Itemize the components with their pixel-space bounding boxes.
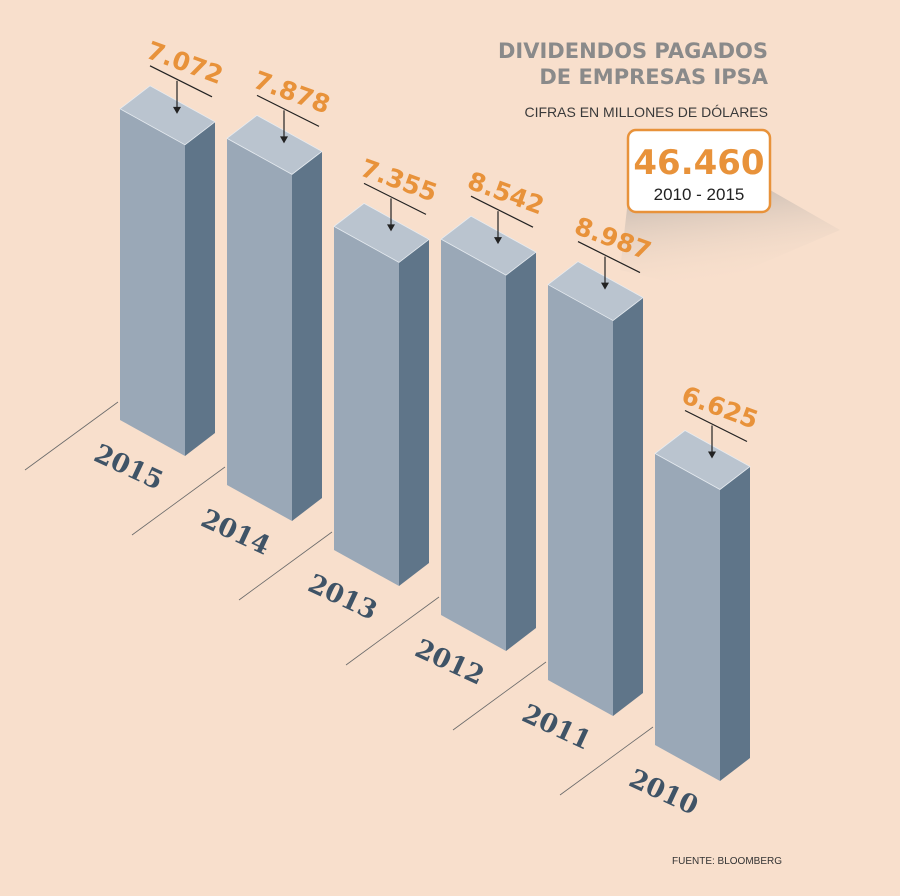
chart-title: DIVIDENDOS PAGADOS [498,39,768,63]
bar-front [120,108,185,456]
bar-side [613,297,643,716]
bar-front [334,226,399,586]
bar-top [547,261,644,322]
label-line [363,182,427,215]
label-line [149,65,213,98]
floor-line [238,531,333,601]
x-tick-label: 2013 [303,569,381,627]
arrow-head [601,282,609,290]
value-label: 7.355 [357,153,441,207]
chart-title: DE EMPRESAS IPSA [539,65,768,89]
bar [226,114,323,522]
arrow-head [494,237,502,245]
label-line [470,195,534,228]
floor-line [345,596,440,666]
floor-line [24,401,119,471]
bar-top [440,215,537,276]
bar-front [548,284,613,716]
x-tick-label: 2010 [624,764,702,822]
bar-top [333,202,430,263]
floor-line [452,661,547,731]
bar-side [720,466,750,781]
bar-side [292,151,322,522]
label-line [577,241,641,274]
source: FUENTE: BLOOMBERG [672,856,782,867]
bar [547,261,644,716]
bar-side [399,239,429,586]
bar [333,202,430,586]
value-label: 8.542 [464,166,548,220]
bar [119,85,216,456]
bar [440,215,537,652]
box-shadow [620,190,840,290]
bar-front [227,138,292,522]
total-value: 46.460 [633,143,764,183]
label-line [684,409,748,443]
total-period: 2010 - 2015 [654,185,745,204]
arrow-head [280,136,288,144]
x-tick-label: 2014 [196,504,274,562]
floor-line [559,726,654,796]
bar-side [506,252,536,652]
arrow-head [708,451,716,459]
floor-line [131,466,226,536]
bar-top [654,430,751,490]
value-label: 7.072 [143,36,227,90]
bar-top [226,114,323,175]
bar-top [119,85,216,146]
x-tick-label: 2011 [517,699,595,757]
bar-side [185,121,215,456]
label-line [256,94,320,127]
bar [654,430,751,781]
subtitle: CIFRAS EN MILLONES DE DÓLARES [524,104,768,120]
total-box [626,128,772,214]
x-tick-label: 2012 [410,634,488,692]
bar-front [441,239,506,652]
arrow-head [173,106,181,114]
arrow-head [387,224,395,232]
value-label: 7.878 [250,65,334,119]
x-tick-label: 2015 [89,439,167,497]
bar-front [655,453,720,781]
value-label: 6.625 [678,380,762,434]
